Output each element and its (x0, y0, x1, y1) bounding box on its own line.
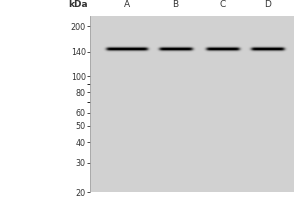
Text: C: C (220, 0, 226, 9)
Text: D: D (264, 0, 271, 9)
Text: kDa: kDa (68, 0, 88, 9)
Text: B: B (172, 0, 179, 9)
Text: A: A (124, 0, 130, 9)
